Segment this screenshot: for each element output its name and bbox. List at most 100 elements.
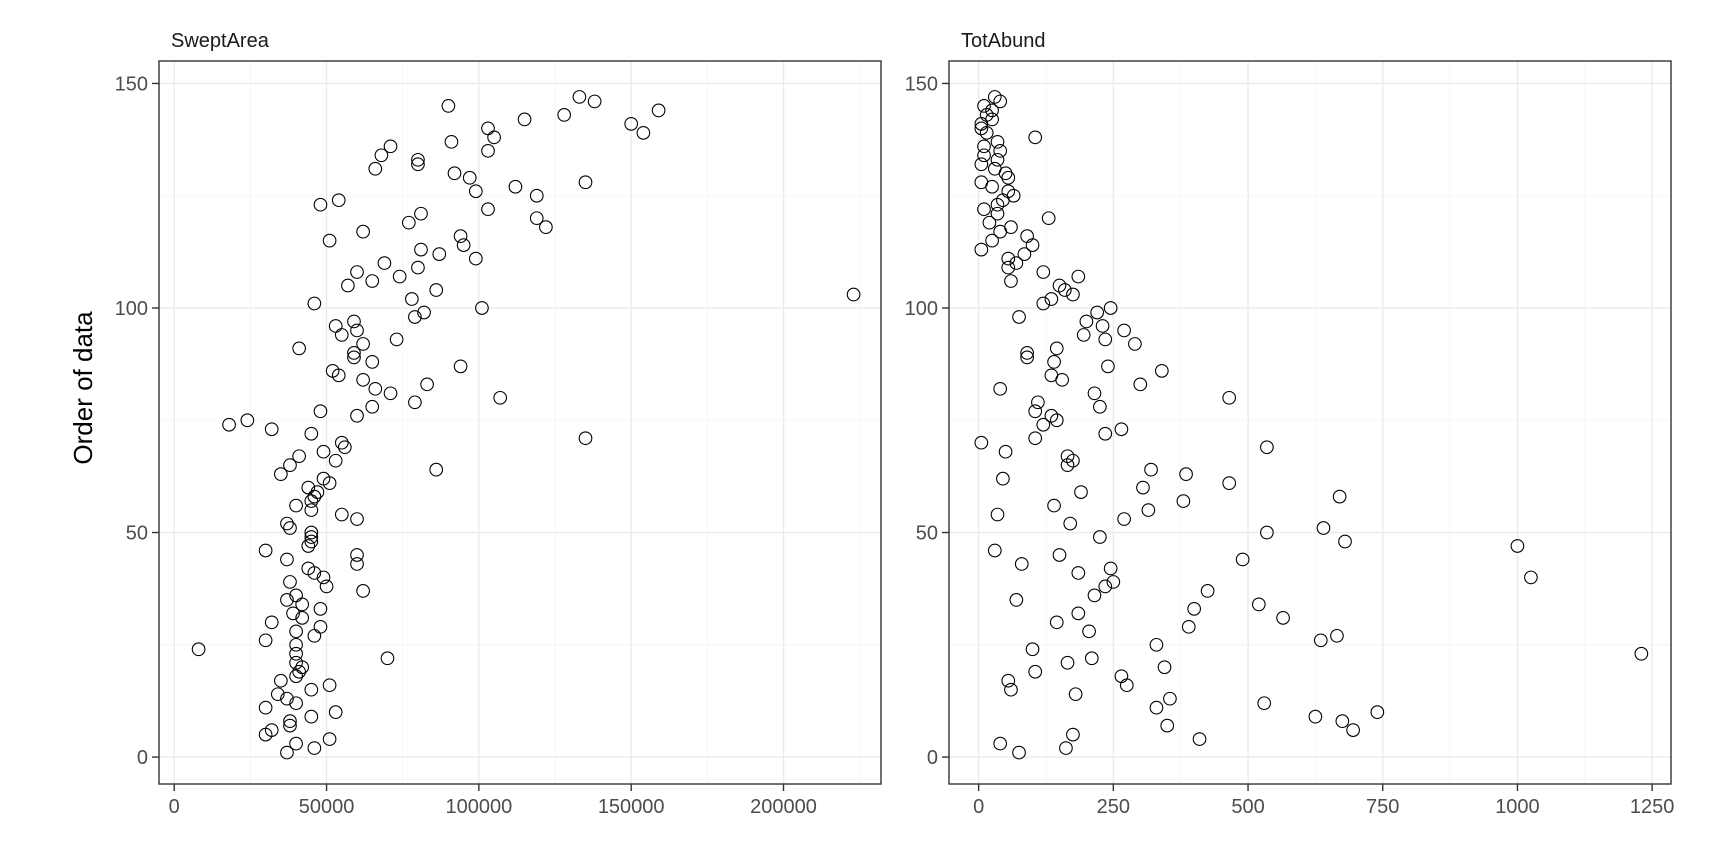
data-point bbox=[1117, 323, 1131, 338]
data-point bbox=[456, 238, 471, 252]
y-tick-label: 0 bbox=[927, 747, 938, 769]
data-point bbox=[1036, 296, 1051, 311]
data-point bbox=[846, 287, 861, 302]
data-point bbox=[475, 301, 489, 315]
data-point bbox=[429, 283, 444, 297]
y-tick-label: 0 bbox=[137, 747, 148, 769]
data-point bbox=[304, 709, 319, 724]
data-point bbox=[974, 157, 989, 172]
data-point bbox=[481, 202, 495, 217]
data-point bbox=[1025, 642, 1040, 657]
data-point bbox=[274, 467, 288, 481]
panel-sweptarea: 0 50000 100000 150000 200000 0 50 100 150 SweptAr… bbox=[115, 30, 882, 818]
x-tick-label: 0 bbox=[973, 796, 984, 818]
data-point bbox=[1133, 377, 1148, 392]
data-point bbox=[1235, 552, 1250, 567]
data-point bbox=[998, 444, 1013, 459]
data-point bbox=[289, 624, 303, 639]
data-point bbox=[295, 610, 310, 625]
data-point bbox=[1044, 408, 1059, 423]
data-point bbox=[974, 121, 989, 136]
data-point bbox=[1308, 709, 1323, 724]
data-point bbox=[380, 651, 395, 666]
data-point bbox=[383, 139, 398, 154]
data-point bbox=[1098, 332, 1113, 347]
data-point bbox=[313, 197, 328, 212]
data-point bbox=[1090, 305, 1105, 320]
data-point bbox=[1028, 404, 1043, 419]
data-point bbox=[383, 386, 398, 401]
data-point bbox=[1141, 503, 1156, 517]
data-point bbox=[1047, 498, 1061, 513]
data-point bbox=[408, 395, 422, 410]
data-point bbox=[289, 736, 303, 751]
panel-border bbox=[158, 60, 882, 785]
data-point bbox=[1059, 741, 1073, 755]
x-tick-label: 750 bbox=[1366, 796, 1399, 818]
data-point bbox=[1076, 328, 1091, 342]
panel-title: SweptArea bbox=[171, 30, 270, 52]
data-point bbox=[325, 364, 340, 378]
data-point bbox=[350, 557, 364, 571]
data-point bbox=[1082, 624, 1096, 639]
data-point bbox=[1041, 211, 1056, 226]
data-point bbox=[977, 99, 991, 113]
data-point bbox=[447, 166, 462, 181]
data-point bbox=[356, 224, 370, 239]
panel-title: TotAbund bbox=[961, 30, 1046, 52]
data-point bbox=[328, 705, 343, 719]
data-point bbox=[432, 247, 447, 261]
data-point bbox=[1098, 426, 1113, 441]
data-point bbox=[1066, 453, 1080, 468]
data-point bbox=[1052, 548, 1067, 562]
data-point bbox=[264, 615, 279, 630]
data-point bbox=[977, 139, 991, 154]
data-point bbox=[1068, 687, 1083, 702]
x-tick-label: 1250 bbox=[1630, 796, 1675, 818]
data-point bbox=[350, 408, 364, 423]
data-point bbox=[301, 561, 316, 576]
data-point bbox=[1260, 525, 1274, 540]
data-point bbox=[468, 184, 483, 199]
data-point bbox=[1093, 399, 1107, 414]
data-point bbox=[1192, 732, 1207, 746]
data-point bbox=[283, 714, 297, 728]
data-point bbox=[417, 305, 431, 320]
data-point bbox=[368, 381, 383, 396]
data-point bbox=[1009, 256, 1024, 270]
data-point bbox=[529, 211, 544, 226]
x-tick-label: 500 bbox=[1231, 796, 1264, 818]
data-point bbox=[292, 664, 306, 679]
data-point bbox=[1093, 530, 1107, 544]
data-point bbox=[240, 413, 255, 428]
data-point bbox=[1316, 521, 1331, 535]
data-point bbox=[539, 220, 553, 235]
data-point bbox=[636, 126, 651, 140]
data-point bbox=[1338, 534, 1352, 549]
data-point bbox=[977, 148, 991, 163]
data-point bbox=[377, 256, 392, 270]
data-point bbox=[258, 700, 273, 715]
data-point bbox=[304, 530, 319, 544]
data-point bbox=[1330, 628, 1344, 643]
data-point bbox=[337, 440, 352, 455]
data-point bbox=[974, 175, 989, 190]
y-tick-label: 100 bbox=[115, 298, 148, 320]
data-point bbox=[347, 346, 361, 360]
data-point bbox=[1084, 651, 1099, 666]
data-point bbox=[347, 314, 361, 329]
data-point bbox=[411, 260, 425, 275]
data-point bbox=[990, 507, 1005, 522]
data-point bbox=[529, 188, 544, 203]
data-point bbox=[990, 197, 1005, 212]
data-point bbox=[1014, 557, 1029, 571]
data-point bbox=[289, 588, 303, 603]
data-point bbox=[444, 134, 459, 149]
data-point bbox=[289, 696, 303, 711]
data-point bbox=[1098, 579, 1113, 594]
data-point bbox=[468, 251, 483, 266]
data-point bbox=[481, 121, 495, 136]
data-point bbox=[1066, 727, 1080, 742]
data-point bbox=[1144, 462, 1158, 477]
data-point bbox=[1071, 606, 1086, 621]
